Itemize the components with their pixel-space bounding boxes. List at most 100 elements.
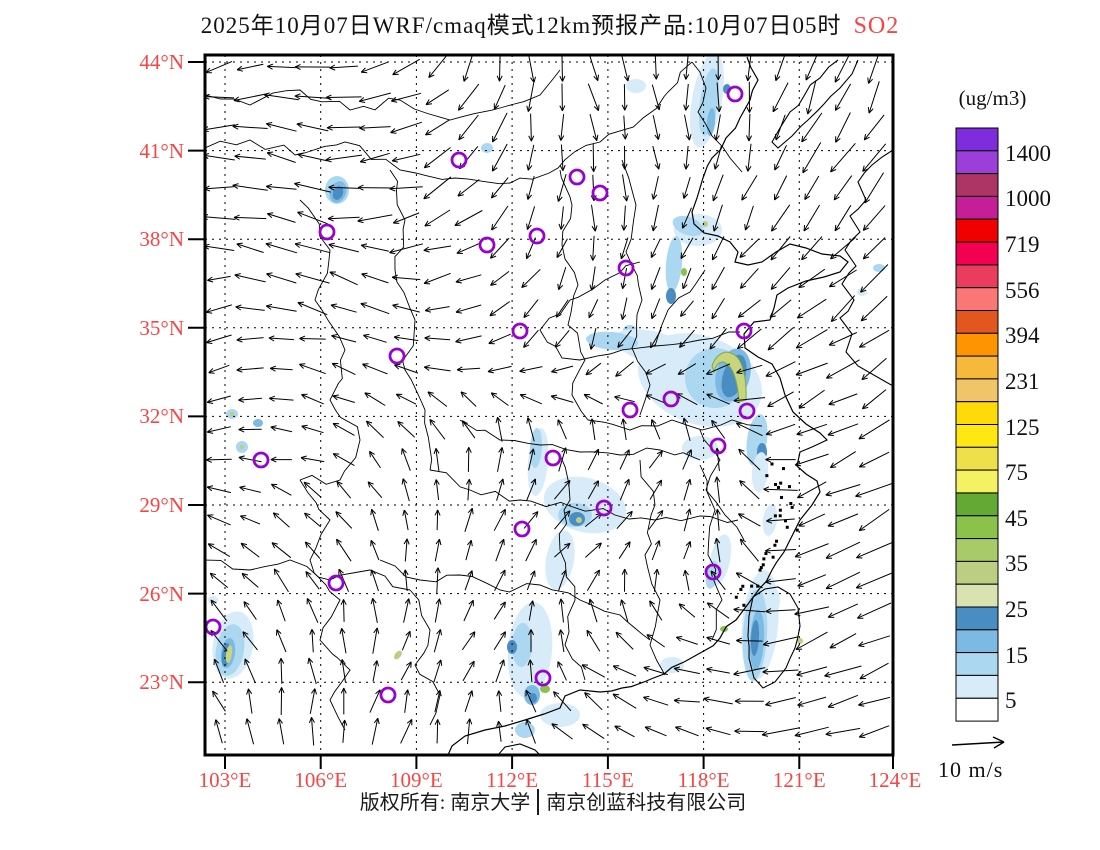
wind-reference-label: 10 m/s [938, 757, 1004, 782]
lat-label: 29°N [139, 493, 184, 517]
legend-tick-label: 719 [1005, 232, 1040, 258]
legend-color-block [955, 629, 999, 654]
legend-color-block [955, 241, 999, 266]
so2-plume [751, 452, 769, 492]
so2-plume [672, 215, 704, 237]
footer-company: 南京创蓝科技有限公司 [546, 792, 747, 814]
legend-tick-label: 25 [1005, 597, 1028, 622]
plume-layer [208, 56, 885, 738]
legend-color-block [955, 150, 999, 175]
station-marker [591, 184, 609, 202]
station-marker [528, 227, 546, 245]
so2-plume [626, 79, 646, 93]
legend-color-block [955, 127, 999, 152]
so2-plume [576, 517, 582, 523]
legend-color-block [955, 355, 999, 380]
station-layer [206, 85, 756, 704]
legend-tick-label: 1400 [1005, 140, 1051, 166]
footer-owner: 版权所有: 南京大学 [359, 792, 531, 814]
pollutant-label: SO2 [853, 13, 900, 39]
legend-tick-label: 15 [1005, 642, 1028, 668]
station-marker [662, 390, 680, 408]
legend-color-block [955, 287, 999, 312]
so2-plume [515, 722, 535, 738]
station-marker [726, 85, 744, 103]
lon-label: 121°E [772, 768, 826, 792]
station-marker [379, 686, 397, 704]
so2-plume [873, 264, 885, 272]
so2-plume [332, 186, 344, 200]
wind-reference: 10 m/s [938, 736, 1058, 783]
wind-reference-arrow-icon [951, 736, 1005, 749]
legend-unit-label: (ug/m3) [958, 86, 1027, 110]
legend-color-block [955, 606, 999, 631]
legend-tick-label: 394 [1005, 323, 1040, 349]
map-frame [203, 53, 895, 757]
legend-tick-label: 556 [1005, 277, 1040, 303]
so2-plume [797, 638, 803, 644]
so2-plume-core [711, 351, 747, 403]
legend-tick-label: 1000 [1005, 186, 1051, 212]
station-marker [621, 401, 639, 419]
station-marker [327, 574, 345, 592]
lon-label: 103°E [198, 768, 252, 792]
legend-color-block [955, 560, 999, 585]
title-text: 2025年10月07日WRF/cmaq模式12km预报产品:10月07日05时 [200, 13, 842, 38]
legend-tick-label: 45 [1005, 505, 1028, 531]
so2-plume [507, 640, 517, 654]
legend-color-block [955, 515, 999, 540]
station-marker [511, 322, 529, 340]
station-marker [252, 451, 270, 469]
legend-color-block [955, 264, 999, 289]
legend-color-block [955, 583, 999, 608]
legend-color-block [955, 424, 999, 448]
legend-color-block [955, 538, 999, 562]
so2-plume [586, 331, 638, 351]
legend-color-block [955, 195, 999, 220]
legend-colorbar [955, 127, 999, 722]
legend-tick-label: 231 [1005, 368, 1040, 394]
legend-color-block [955, 218, 999, 243]
station-marker [568, 168, 586, 186]
legend-color-block [955, 173, 999, 197]
legend-tick-label: 5 [1005, 688, 1017, 714]
map-inner [206, 56, 892, 754]
lat-label: 44°N [139, 50, 184, 74]
legend-color-block [955, 652, 999, 676]
lon-label: 115°E [581, 768, 634, 792]
station-marker [544, 449, 562, 467]
lon-label: 118°E [677, 768, 730, 792]
station-marker [478, 236, 496, 254]
so2-plume [225, 645, 233, 663]
station-marker [704, 563, 722, 581]
so2-plume [762, 504, 778, 536]
legend-color-block [955, 492, 999, 517]
boundary-layer [206, 56, 892, 754]
legend-color-block [955, 378, 999, 403]
station-marker [709, 437, 727, 455]
legend-tick-label: 75 [1005, 460, 1028, 486]
station-marker [450, 151, 468, 169]
so2-plume [665, 236, 683, 292]
so2-plume [545, 530, 575, 590]
so2-plume [511, 623, 533, 667]
legend-color-block [955, 469, 999, 494]
so2-plume [529, 693, 537, 703]
lon-label: 124°E [868, 768, 922, 792]
station-marker [735, 322, 753, 340]
station-marker [206, 618, 222, 636]
page-title: 2025年10月07日WRF/cmaq模式12km预报产品:10月07日05时 S… [0, 6, 1100, 40]
so2-plume [394, 650, 402, 660]
station-marker [595, 499, 613, 517]
station-marker [534, 669, 552, 687]
station-marker [388, 347, 406, 365]
legend-tick-label: 125 [1005, 414, 1040, 440]
so2-plume [540, 685, 550, 693]
so2-plume [660, 657, 684, 673]
so2-plume [666, 288, 676, 304]
so2-plume [702, 221, 708, 227]
station-marker [513, 520, 531, 538]
legend-color-block [955, 332, 999, 357]
